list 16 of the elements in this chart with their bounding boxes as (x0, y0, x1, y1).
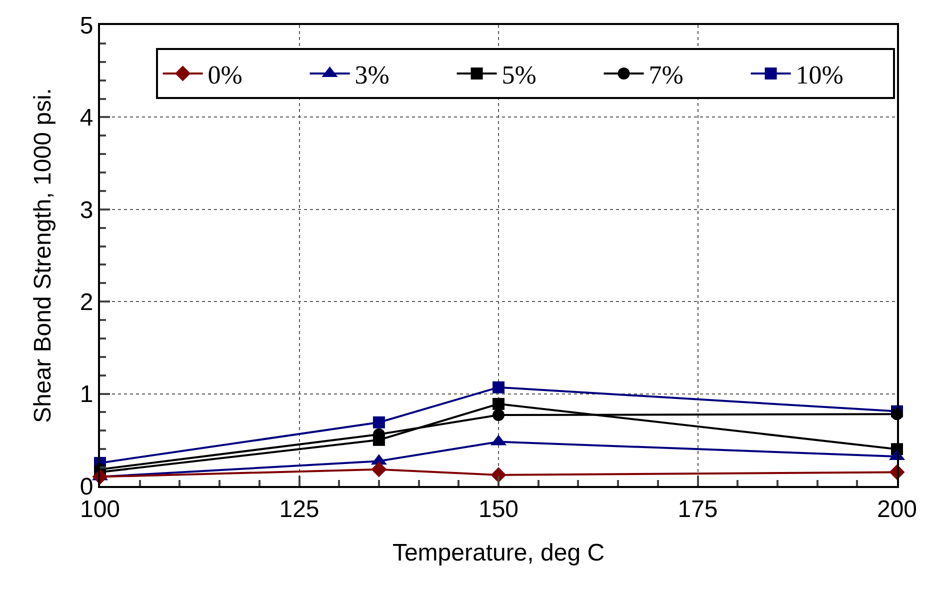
x-tick-label: 125 (279, 496, 320, 523)
legend-label: 10% (796, 60, 844, 90)
y-tick-label: 3 (80, 196, 94, 224)
y-axis-title: Shear Bond Strength, 1000 psi. (29, 88, 56, 423)
x-tick-label: 175 (678, 496, 718, 523)
y-tick-label: 2 (80, 289, 94, 316)
y-tick-label: 1 (80, 381, 94, 408)
x-axis-title: Temperature, deg C (392, 540, 605, 567)
y-tick-label: 5 (80, 12, 94, 40)
legend-label: 3% (354, 60, 390, 90)
legend-label: 7% (648, 60, 684, 90)
x-tick-label: 200 (876, 496, 918, 523)
legend-label: 5% (502, 60, 536, 90)
y-tick-label: 4 (80, 104, 94, 132)
x-tick-label: 150 (478, 496, 519, 523)
legend-label: 0% (208, 60, 242, 90)
